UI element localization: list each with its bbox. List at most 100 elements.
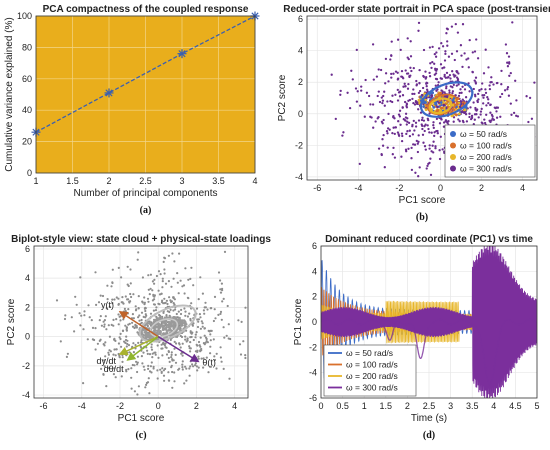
data-point xyxy=(118,356,121,359)
data-point xyxy=(146,297,150,300)
data-point xyxy=(455,76,459,79)
data-point xyxy=(417,91,421,95)
data-point xyxy=(427,162,430,166)
data-point xyxy=(121,356,124,359)
data-point xyxy=(163,268,166,271)
data-point xyxy=(429,157,432,160)
data-point xyxy=(144,306,147,309)
data-point xyxy=(421,127,424,131)
data-point xyxy=(153,282,156,285)
data-point xyxy=(420,123,423,126)
data-point xyxy=(512,111,516,115)
data-point xyxy=(144,313,147,316)
data-point xyxy=(418,82,421,85)
data-point xyxy=(396,38,400,41)
series-orbit xyxy=(427,93,458,115)
data-point xyxy=(440,118,443,121)
data-point xyxy=(416,101,419,104)
data-point xyxy=(220,360,223,363)
data-point xyxy=(82,328,85,331)
x-tick-label: -6 xyxy=(40,401,48,411)
data-point xyxy=(200,357,203,360)
data-point xyxy=(215,352,218,355)
data-point xyxy=(422,75,426,79)
data-point xyxy=(468,38,471,42)
data-point xyxy=(416,150,420,154)
data-point xyxy=(104,355,107,358)
data-point xyxy=(184,267,187,270)
data-point xyxy=(405,104,408,108)
data-point xyxy=(457,72,460,75)
data-point xyxy=(119,319,122,322)
data-point xyxy=(167,371,170,374)
data-point xyxy=(482,96,485,99)
data-point xyxy=(457,118,460,121)
data-point xyxy=(107,353,110,356)
data-point xyxy=(222,367,225,370)
y-tick-label: 4 xyxy=(312,266,317,276)
x-tick-label: 0 xyxy=(156,401,161,411)
legend-label: ω = 100 rad/s xyxy=(346,360,398,370)
data-point xyxy=(145,383,148,386)
data-point xyxy=(174,361,178,364)
y-tick-label: -2 xyxy=(309,342,317,352)
data-point xyxy=(455,70,458,73)
data-point xyxy=(157,356,160,359)
x-tick-label: 4 xyxy=(232,401,237,411)
data-point xyxy=(473,79,476,82)
data-point xyxy=(426,117,429,120)
data-point xyxy=(470,116,474,120)
data-point xyxy=(144,334,147,337)
data-point xyxy=(103,359,106,362)
series-line xyxy=(321,318,537,386)
data-point xyxy=(213,308,216,311)
data-point xyxy=(461,23,465,26)
data-point xyxy=(166,302,169,306)
x-tick-label: -6 xyxy=(313,183,321,193)
data-point xyxy=(482,102,485,105)
data-point xyxy=(150,361,153,364)
data-point xyxy=(124,310,127,313)
data-point xyxy=(433,134,436,138)
data-point xyxy=(468,90,471,93)
data-point xyxy=(422,48,426,52)
data-point xyxy=(454,22,457,26)
x-tick-label: 2 xyxy=(479,183,484,193)
data-point xyxy=(458,112,461,116)
data-point xyxy=(125,326,128,329)
data-point xyxy=(463,88,467,91)
y-tick-label: -4 xyxy=(22,390,30,400)
data-point xyxy=(445,85,448,88)
x-tick-label: 3 xyxy=(448,401,453,411)
data-point xyxy=(472,101,475,104)
data-point xyxy=(450,52,454,55)
data-point xyxy=(452,116,456,119)
data-point xyxy=(184,310,187,313)
data-point xyxy=(384,82,387,85)
data-point xyxy=(94,327,97,330)
data-point xyxy=(391,100,394,104)
series-line xyxy=(321,246,537,398)
data-point xyxy=(510,113,513,116)
x-tick-label: 3 xyxy=(179,176,184,186)
data-point xyxy=(100,367,103,370)
data-point xyxy=(444,76,448,79)
x-tick-label: 0.5 xyxy=(336,401,349,411)
data-point xyxy=(456,31,460,34)
data-point xyxy=(389,99,392,103)
data-point xyxy=(384,72,388,75)
data-point xyxy=(106,298,109,301)
data-point xyxy=(171,386,174,389)
data-point xyxy=(190,335,193,339)
x-tick-label: 2 xyxy=(405,401,410,411)
data-point xyxy=(197,318,200,321)
data-point xyxy=(442,121,446,124)
data-point xyxy=(195,343,198,346)
data-point xyxy=(159,330,162,333)
data-point xyxy=(136,355,139,358)
data-point xyxy=(161,367,164,370)
data-point xyxy=(514,79,517,82)
data-point xyxy=(164,367,167,370)
data-point xyxy=(164,332,168,335)
